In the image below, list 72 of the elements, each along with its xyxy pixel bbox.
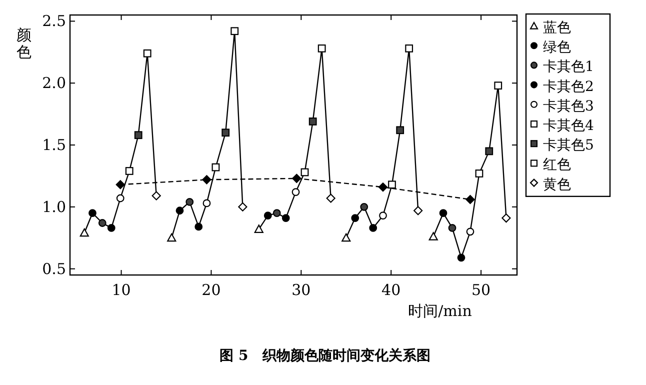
point — [466, 194, 475, 204]
point — [388, 180, 396, 189]
y-axis-title: 颜色 — [16, 26, 32, 61]
x-tick-label: 30 — [292, 281, 311, 299]
point — [116, 194, 124, 202]
x-tick-label: 40 — [382, 281, 401, 299]
point — [107, 224, 116, 232]
point — [230, 27, 239, 36]
point — [186, 198, 194, 206]
point — [502, 214, 511, 223]
y-tick-label: 1.5 — [42, 136, 66, 154]
point — [475, 170, 484, 178]
point — [125, 167, 134, 175]
x-tick-label: 20 — [202, 281, 221, 299]
point — [98, 219, 106, 227]
point — [222, 128, 230, 137]
point — [439, 209, 448, 218]
point — [264, 212, 272, 220]
point — [88, 209, 96, 218]
point — [342, 233, 351, 242]
point — [238, 202, 248, 212]
point — [254, 224, 264, 233]
point — [396, 126, 404, 134]
legend-label: 绿色 — [543, 40, 571, 56]
point — [143, 49, 152, 58]
point — [448, 224, 456, 232]
y-tick-label: 1.0 — [42, 198, 66, 216]
point — [167, 233, 176, 242]
point — [405, 44, 414, 52]
point — [318, 44, 326, 52]
point — [80, 228, 89, 237]
x-tick-label: 50 — [471, 281, 491, 299]
point — [272, 209, 281, 218]
legend-label: 蓝色 — [543, 20, 571, 36]
y-tick-label: 0.5 — [42, 260, 66, 278]
legend-label: 黄色 — [543, 176, 571, 193]
point — [351, 214, 360, 222]
point — [152, 191, 161, 200]
point — [282, 214, 290, 222]
point — [176, 206, 184, 215]
point — [457, 254, 466, 262]
point — [194, 222, 203, 231]
point — [378, 182, 388, 192]
point — [300, 168, 309, 176]
point — [292, 174, 302, 183]
legend-label: 卡其色3 — [543, 98, 594, 114]
point — [116, 180, 125, 190]
point — [379, 212, 387, 220]
x-tick-label: 10 — [112, 281, 131, 299]
legend-label: 卡其色1 — [543, 59, 594, 76]
caption: 图 5 织物颜色随时间变化关系图 — [220, 347, 430, 364]
point — [292, 188, 300, 196]
legend-label: 卡其色2 — [543, 78, 594, 95]
point — [428, 232, 438, 240]
point — [485, 147, 494, 156]
point — [202, 199, 211, 208]
y-tick-label: 2.5 — [42, 12, 66, 30]
point — [369, 224, 378, 232]
legend-label: 卡其色4 — [543, 118, 594, 134]
point — [212, 163, 220, 172]
legend-label: 卡其色5 — [543, 138, 594, 154]
point — [360, 202, 368, 211]
point — [326, 194, 336, 203]
legend-label: 红色 — [543, 157, 571, 174]
y-tick-label: 2.0 — [42, 74, 66, 92]
point — [202, 175, 212, 184]
point — [414, 206, 423, 216]
point — [494, 82, 502, 90]
point — [134, 131, 142, 140]
point — [308, 118, 317, 126]
x-axis-title: 时间/min — [408, 302, 472, 320]
point — [466, 228, 474, 236]
